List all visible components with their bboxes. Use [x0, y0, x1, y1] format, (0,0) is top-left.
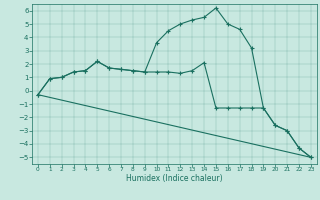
X-axis label: Humidex (Indice chaleur): Humidex (Indice chaleur) — [126, 174, 223, 183]
